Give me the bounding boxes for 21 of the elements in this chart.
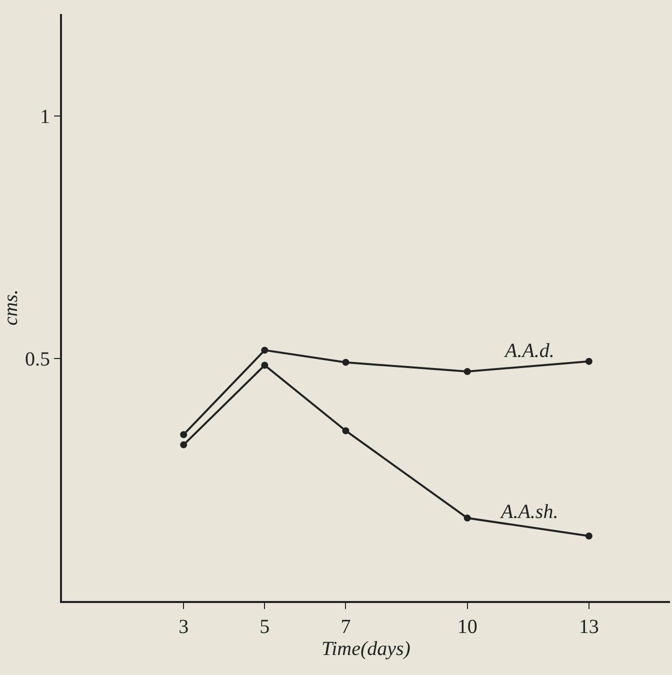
series-label: A.A.sh. [499,501,558,523]
point [342,427,350,434]
point [180,431,188,438]
point [585,358,592,365]
point [261,362,268,369]
x-tick-label: 5 [260,616,270,638]
x-tick-label: 13 [578,616,599,638]
x-axis-title: Time(days) [322,638,411,660]
point [585,532,592,540]
x-tick-label: 7 [340,616,351,638]
point [464,368,471,376]
y-tick-label: 1 [40,106,50,128]
point [342,358,350,366]
y-axis-title: cms. [0,289,22,326]
point [464,514,471,522]
x-tick-label: 3 [178,616,189,638]
point [180,441,188,448]
series-label: A.A.d. [503,340,554,362]
y-tick-label: 0.5 [25,348,50,370]
point [261,346,268,354]
x-tick-label: 10 [457,616,478,638]
